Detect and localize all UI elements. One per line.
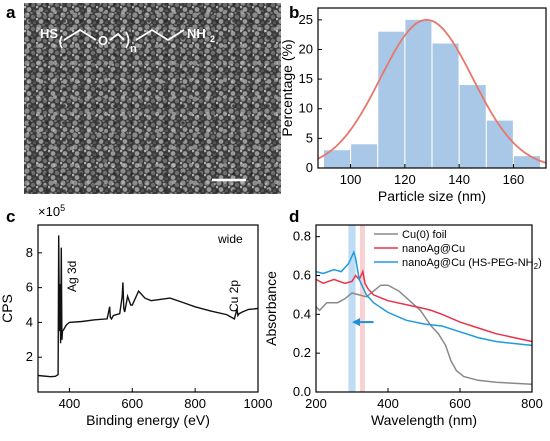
b-gaussian-fit (317, 18, 547, 164)
d-y-tick-label: 0.2 (293, 345, 311, 360)
d-y-tick-label: 0.4 (293, 306, 311, 321)
b-y-tick-label: 20 (299, 41, 313, 56)
b-x-ticks: 100 120 140 160 (340, 164, 525, 187)
peg-formula: HS O n NH 2 (40, 26, 215, 55)
formula-chain-2 (109, 32, 125, 41)
formula-n: n (130, 43, 137, 55)
formula-nh: NH (187, 26, 206, 41)
c-y-axis-label: CPS (0, 294, 15, 323)
d-x-tick-label: 800 (521, 396, 543, 411)
b-x-tick-label: 160 (503, 172, 525, 187)
d-y-tick-label: 0.6 (293, 267, 311, 282)
legend-label-cu-foil: Cu(0) foil (402, 229, 447, 241)
c-y-tick-label: 4 (26, 314, 33, 329)
b-bar (459, 85, 486, 168)
d-highlight-band (359, 225, 365, 392)
d-arrow-head (352, 318, 360, 327)
c-y-tick-label: 2 (26, 349, 33, 364)
formula-hs: HS (40, 26, 58, 41)
d-legend: Cu(0) foil nanoAg@Cu nanoAg@Cu (HS-PEG-N… (374, 229, 542, 271)
d-spectra (315, 250, 533, 385)
c-annotation-ag3d: Ag 3d (65, 261, 79, 292)
d-series-line (315, 284, 533, 385)
b-bar (323, 150, 351, 168)
b-x-tick-label: 140 (448, 172, 470, 187)
panel-label-a: a (6, 3, 16, 22)
d-y-tick-label: 0.8 (293, 229, 311, 244)
formula-nh-sub: 2 (210, 34, 215, 44)
c-annotation-wide: wide (217, 232, 243, 246)
panel-label-c: c (6, 207, 15, 226)
c-y-ticks: 2 4 6 8 (26, 245, 42, 364)
b-x-tick-label: 120 (394, 172, 416, 187)
b-bar (405, 19, 432, 168)
c-y-multiplier: ×105 (38, 203, 65, 219)
d-series-line (315, 250, 533, 347)
d-x-tick-label: 200 (305, 396, 327, 411)
d-highlight-band (348, 225, 356, 392)
b-y-tick-label: 0 (306, 160, 313, 175)
c-x-tick-label: 800 (184, 396, 206, 411)
d-y-ticks: 0.0 0.2 0.4 0.6 0.8 (293, 229, 320, 399)
d-y-tick-label: 0.0 (293, 384, 311, 399)
c-survey-spectrum (37, 235, 259, 378)
b-bar (378, 31, 405, 168)
panel-c: c 400 600 800 1000 2 4 6 8 Binding energy (eV)… (0, 203, 272, 428)
b-bar (351, 144, 378, 168)
b-y-tick-label: 10 (299, 101, 313, 116)
b-x-tick-label: 100 (340, 172, 362, 187)
b-y-ticks: 0 5 10 15 20 25 (299, 12, 322, 175)
panel-b: b 100 120 140 160 0 5 10 15 20 25 Particle size … (279, 3, 547, 204)
d-x-ticks: 200 400 600 800 (305, 388, 543, 411)
b-y-axis-label: Percentage (%) (279, 39, 295, 136)
formula-bracket-right (125, 31, 130, 49)
d-x-tick-label: 600 (449, 396, 471, 411)
b-bar (486, 120, 513, 168)
b-y-tick-label: 15 (299, 71, 313, 86)
d-x-tick-label: 400 (377, 396, 399, 411)
formula-oxygen: O (98, 33, 108, 48)
c-x-tick-label: 600 (121, 396, 143, 411)
formula-bracket-left (59, 35, 63, 49)
d-highlight-bands (348, 225, 365, 392)
c-x-tick-label: 400 (59, 396, 81, 411)
c-y-tick-label: 8 (26, 245, 33, 260)
panel-label-d: d (289, 207, 299, 226)
d-x-axis-label: Wavelength (nm) (371, 412, 477, 428)
b-y-tick-label: 5 (306, 130, 313, 145)
panel-d: d 200 400 600 800 0.0 0.2 0.4 0.6 0.8 Wavelengt… (263, 207, 543, 428)
legend-label-nanoagcu-peg: nanoAg@Cu (HS-PEG-NH2) (402, 257, 542, 271)
legend-label-nanoagcu: nanoAg@Cu (402, 243, 465, 255)
b-y-tick-label: 25 (299, 12, 313, 27)
c-x-axis-label: Binding energy (eV) (86, 412, 210, 428)
b-bar (432, 43, 459, 168)
d-axes-frame (315, 224, 533, 393)
panel-a: a HS O n NH 2 (6, 3, 281, 194)
c-x-tick-label: 1000 (244, 396, 273, 411)
b-x-axis-label: Particle size (nm) (378, 188, 486, 204)
formula-chain-3 (135, 28, 185, 42)
c-axes-frame (37, 224, 259, 393)
formula-chain-1 (63, 28, 97, 41)
b-axes-frame (317, 7, 547, 169)
sem-image-texture (24, 3, 281, 194)
panel-label-b: b (289, 3, 299, 22)
b-bar (513, 156, 541, 168)
b-bars (323, 19, 541, 168)
c-y-tick-label: 6 (26, 280, 33, 295)
d-y-axis-label: Absorbance (263, 271, 279, 346)
c-x-ticks: 400 600 800 1000 (59, 388, 273, 411)
d-series-line (315, 269, 533, 343)
d-shift-arrow (352, 318, 374, 327)
c-annotation-cu2p: Cu 2p (227, 280, 241, 312)
